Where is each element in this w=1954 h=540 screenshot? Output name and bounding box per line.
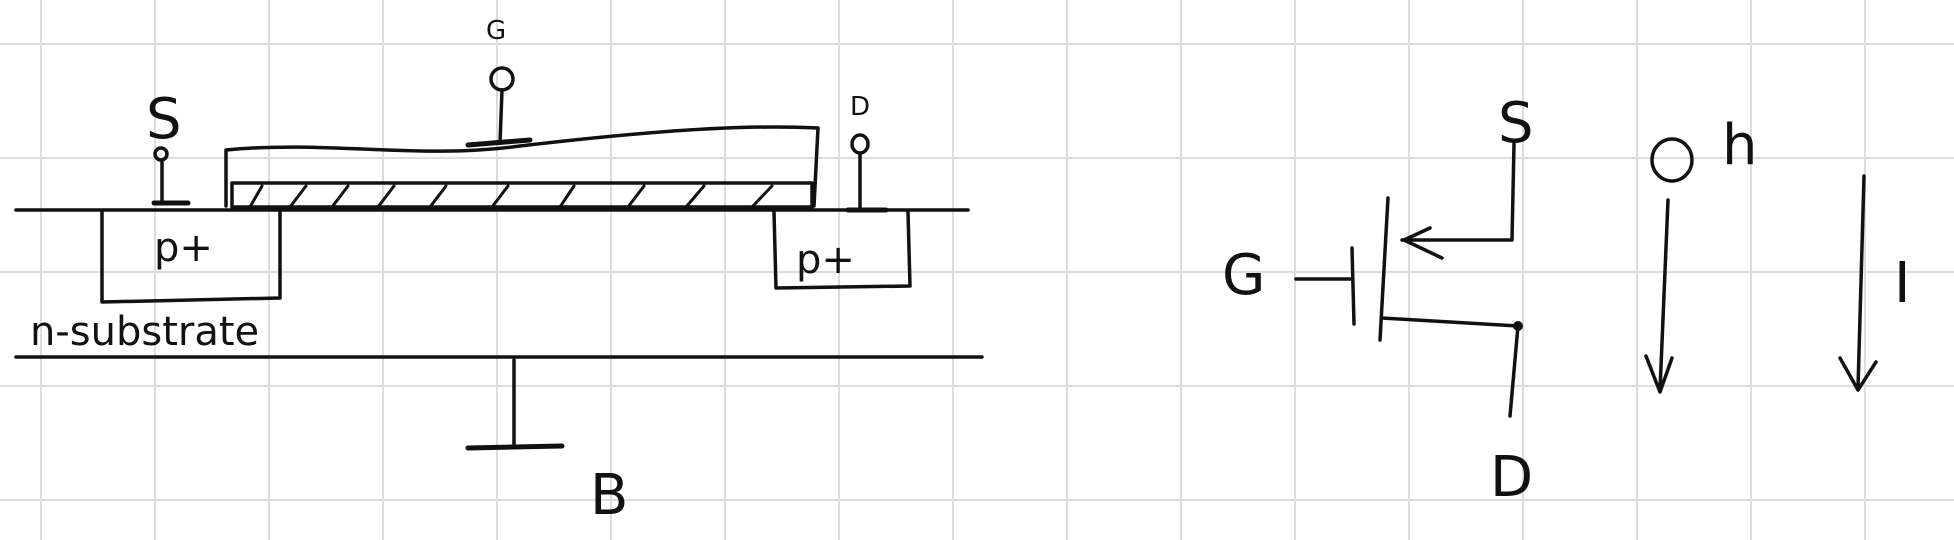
source-p-plus-region: [100, 210, 282, 304]
drain-terminal: [845, 133, 889, 213]
ground-symbol-text: h: [1722, 113, 1758, 178]
symbol-gate-plate: [1350, 246, 1356, 326]
symbol-gate-label: G: [1222, 243, 1266, 308]
current-label: I: [1894, 251, 1911, 316]
gate-label: G: [486, 16, 507, 46]
symbol-source-branch: [1400, 142, 1516, 242]
drain-label: D: [850, 92, 871, 122]
symbol-source-label: S: [1498, 91, 1534, 156]
symbol-drain-node: [1513, 321, 1523, 331]
symbol-arrow-icon: [1402, 226, 1444, 260]
body-terminal: [465, 358, 565, 451]
current-arrow-icon: [1838, 174, 1878, 392]
body-label: B: [590, 463, 629, 528]
down-arrow-icon: [1644, 198, 1674, 394]
symbol-drain-label: D: [1490, 445, 1534, 510]
source-label: S: [146, 87, 182, 152]
drain-p-plus-region: [772, 210, 912, 290]
source-terminal: [151, 146, 191, 206]
symbol-channel: [1378, 196, 1390, 342]
drain-region-label: p+: [796, 237, 855, 283]
gate-electrode: [224, 125, 820, 208]
gate-terminal: [465, 66, 533, 148]
node-circle-icon: [1650, 137, 1694, 183]
gate-oxide: [230, 181, 814, 209]
substrate-label: n-substrate: [30, 309, 260, 355]
source-region-label: p+: [154, 225, 213, 271]
